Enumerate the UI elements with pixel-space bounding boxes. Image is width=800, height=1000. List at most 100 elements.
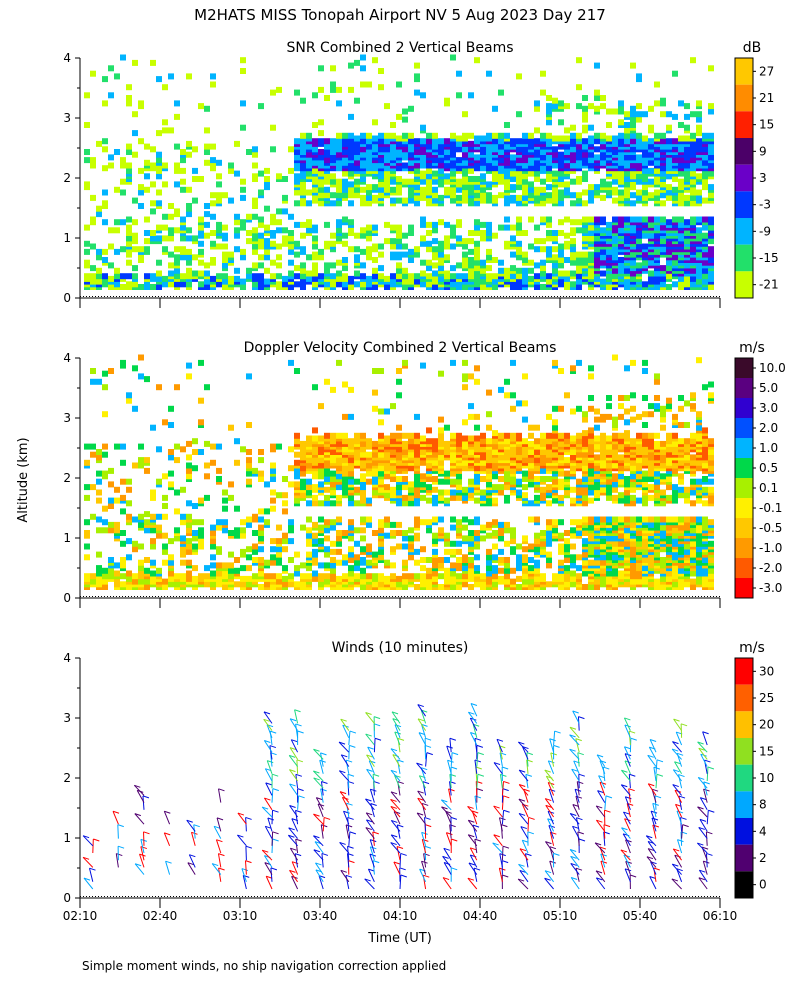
heatmap-cell <box>270 443 276 450</box>
heatmap-cell <box>204 565 210 572</box>
heatmap-cell <box>252 162 258 169</box>
heatmap-cell <box>168 449 174 455</box>
heatmap-cell <box>528 565 534 572</box>
heatmap-cell <box>216 192 222 199</box>
heatmap-cell <box>690 132 696 139</box>
heatmap-cell <box>696 273 702 280</box>
heatmap-cell <box>504 132 510 139</box>
heatmap-cell <box>588 395 594 401</box>
panel-data <box>84 54 714 290</box>
heatmap-cell <box>480 524 486 531</box>
heatmap-cell <box>534 262 540 269</box>
heatmap-cell <box>570 543 576 550</box>
heatmap-cell <box>324 262 330 269</box>
heatmap-cell <box>558 548 564 555</box>
heatmap-cell <box>252 467 258 474</box>
heatmap-cell <box>180 546 186 553</box>
heatmap-cell <box>558 543 564 550</box>
heatmap-cell <box>414 246 420 253</box>
heatmap-cell <box>528 500 534 507</box>
heatmap-cell <box>228 424 234 431</box>
heatmap-cell <box>480 494 486 501</box>
heatmap-cell <box>564 489 570 496</box>
heatmap-cell <box>558 157 564 164</box>
heatmap-cell <box>648 178 654 185</box>
heatmap-cell <box>216 562 222 569</box>
heatmap-cell <box>144 173 150 180</box>
heatmap-cell <box>630 275 636 282</box>
heatmap-cell <box>576 359 582 366</box>
heatmap-cell <box>96 497 102 504</box>
heatmap-cell <box>120 530 126 536</box>
heatmap-cell <box>306 573 312 580</box>
heatmap-cell <box>396 224 402 231</box>
heatmap-cell <box>96 551 102 558</box>
heatmap-cell <box>234 267 240 274</box>
heatmap-cell <box>120 562 126 569</box>
heatmap-cell <box>588 524 594 531</box>
heatmap-cell <box>618 227 624 234</box>
heatmap-cell <box>264 205 270 212</box>
heatmap-cell <box>120 157 126 164</box>
heatmap-cell <box>96 140 102 147</box>
heatmap-cell <box>534 559 540 566</box>
heatmap-cell <box>162 213 168 220</box>
heatmap-cell <box>696 216 702 223</box>
heatmap-cell <box>330 470 336 477</box>
heatmap-cell <box>672 70 678 77</box>
heatmap-cell <box>582 411 588 418</box>
heatmap-cell <box>408 443 414 450</box>
heatmap-cell <box>678 157 684 164</box>
heatmap-cell <box>390 132 396 139</box>
heatmap-cell <box>348 565 354 572</box>
heatmap-cell <box>486 132 492 139</box>
heatmap-cell <box>324 486 330 493</box>
heatmap-cell <box>474 246 480 253</box>
heatmap-cell <box>678 100 684 107</box>
heatmap-cell <box>468 413 474 420</box>
heatmap-cell <box>420 494 426 501</box>
heatmap-cell <box>162 224 168 231</box>
heatmap-cell <box>540 132 546 139</box>
heatmap-cell <box>558 200 564 207</box>
heatmap-cell <box>462 184 468 191</box>
heatmap-cell <box>414 251 420 258</box>
heatmap-cell <box>690 200 696 207</box>
heatmap-cell <box>174 273 180 280</box>
colorbar-swatch <box>735 84 753 112</box>
heatmap-cell <box>108 92 114 99</box>
heatmap-cell <box>294 251 300 258</box>
heatmap-cell <box>570 449 576 455</box>
heatmap-cell <box>444 470 450 477</box>
heatmap-cell <box>396 81 402 88</box>
heatmap-cell <box>318 481 324 488</box>
heatmap-cell <box>216 273 222 280</box>
heatmap-cell <box>360 516 366 523</box>
heatmap-cell <box>282 176 288 182</box>
heatmap-cell <box>318 254 324 261</box>
heatmap-cell <box>138 513 144 520</box>
heatmap-cell <box>690 170 696 177</box>
heatmap-cell <box>564 581 570 588</box>
heatmap-cell <box>114 527 120 534</box>
heatmap-cell <box>210 543 216 550</box>
heatmap-cell <box>192 235 198 242</box>
heatmap-cell <box>378 157 384 164</box>
heatmap-cell <box>102 470 108 477</box>
heatmap-cell <box>408 257 414 263</box>
heatmap-cell <box>252 151 258 158</box>
heatmap-cell <box>186 203 192 209</box>
heatmap-cell <box>612 186 618 193</box>
heatmap-cell <box>486 457 492 464</box>
heatmap-cell <box>216 159 222 166</box>
heatmap-cell <box>432 438 438 445</box>
heatmap-cell <box>210 459 216 466</box>
heatmap-cell <box>342 470 348 477</box>
heatmap-cell <box>474 230 480 236</box>
heatmap-cell <box>396 113 402 120</box>
heatmap-cell <box>150 235 156 242</box>
heatmap-cell <box>180 535 186 542</box>
heatmap-cell <box>114 581 120 588</box>
heatmap-cell <box>258 449 264 455</box>
heatmap-cell <box>564 270 570 277</box>
